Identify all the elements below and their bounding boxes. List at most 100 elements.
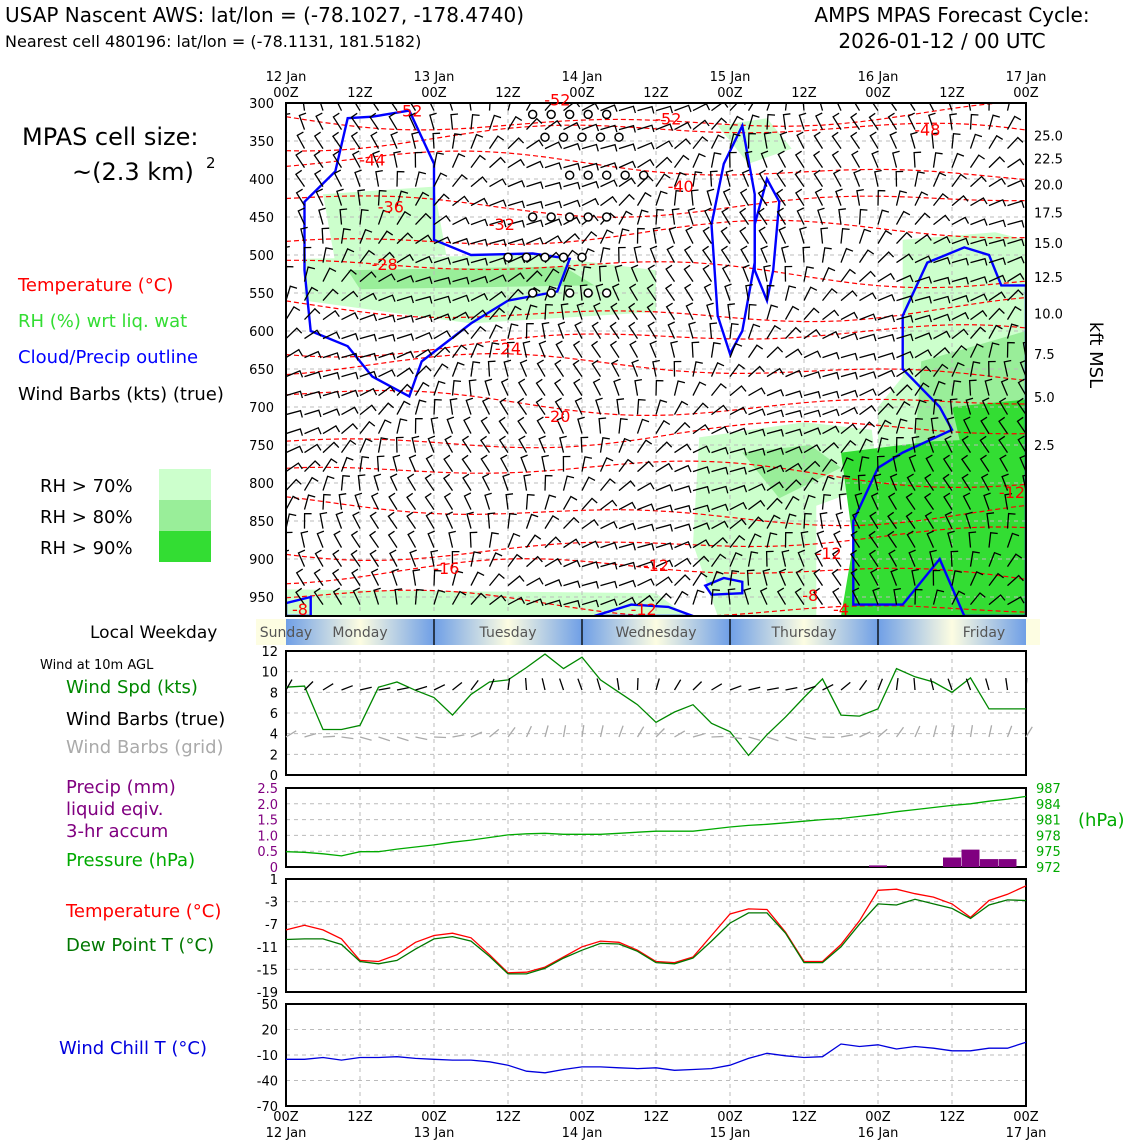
wind-barb	[332, 112, 343, 130]
wind-barb	[286, 166, 287, 168]
calm-wind-circle	[527, 212, 538, 222]
wind-barb	[951, 276, 969, 285]
wind-barb	[877, 386, 895, 397]
wind-barb	[396, 383, 413, 397]
wind-barb	[859, 352, 877, 361]
wind-barb	[499, 397, 509, 415]
wind-barb	[838, 493, 847, 510]
wind-barb	[522, 340, 531, 358]
surface-wind-barb-grid	[951, 725, 955, 738]
wind-barb	[781, 549, 790, 567]
wind-barb	[563, 516, 580, 530]
wind-barb	[304, 390, 322, 399]
wind-barb	[448, 530, 456, 548]
wind-barb	[896, 295, 914, 303]
temperature-contour-label: -12	[643, 556, 669, 575]
surface-wind-barb-true	[558, 678, 565, 691]
wind-barb	[286, 603, 287, 605]
wind-barb	[359, 352, 377, 361]
wind-barb	[410, 103, 417, 111]
wind-barb	[590, 340, 602, 358]
wind-barb	[944, 435, 953, 453]
wind-barb	[896, 274, 914, 283]
wind-barb	[970, 238, 988, 247]
wind-barb	[859, 421, 876, 435]
wind-barb	[729, 447, 747, 456]
wind-barb	[378, 251, 395, 264]
calm-wind-circle	[540, 252, 550, 263]
wind-barb	[517, 416, 528, 434]
wind-barb	[304, 371, 322, 379]
wind-barb	[674, 121, 692, 131]
wind-barb	[433, 398, 442, 415]
wind-barb	[766, 389, 785, 397]
temperature-contour-label: -8	[802, 586, 818, 605]
wind-barb	[387, 511, 398, 529]
wind-barb	[303, 494, 316, 510]
wind-barb	[833, 530, 842, 548]
kft-axis-label: kft MSL	[1085, 322, 1106, 388]
surface-wind-barb-true	[616, 678, 620, 691]
wind-barb	[452, 311, 470, 321]
bottom-date-label: 17 Jan	[1006, 1126, 1047, 1140]
wind-barb	[618, 579, 637, 588]
wind-barb	[821, 493, 832, 510]
wind-barb	[798, 112, 807, 130]
wind-barb	[908, 454, 917, 472]
wind-barb	[766, 367, 784, 378]
wind-barb	[877, 437, 889, 453]
wind-barb	[766, 464, 785, 473]
calm-wind-circle	[577, 132, 587, 142]
surface-wind-barb-grid	[729, 736, 742, 740]
wind-barb	[341, 352, 359, 361]
wind-barb	[840, 227, 850, 244]
wind-barb	[618, 542, 636, 551]
temperature-contour	[286, 589, 1026, 616]
calm-wind-circle	[546, 212, 556, 222]
wind-barb	[748, 428, 766, 437]
wind-barb	[507, 200, 526, 209]
wind-barb	[831, 131, 842, 149]
wind-barb	[484, 378, 493, 396]
wind-barb	[840, 371, 858, 380]
wind-barb	[630, 264, 639, 282]
surface-wind-barb-grid	[433, 736, 447, 739]
wind-barb	[340, 456, 354, 472]
wind-barb	[304, 307, 321, 321]
wind-barb	[1025, 603, 1026, 605]
wind-barb	[970, 276, 988, 284]
wind-barb	[609, 340, 620, 358]
wind-barb	[526, 270, 543, 283]
wind-barb	[785, 369, 803, 378]
wind-barb	[526, 219, 544, 228]
wind-barb	[338, 493, 347, 510]
wind-barb	[748, 408, 766, 416]
main-panel-frame	[285, 102, 1027, 617]
wind-barb	[655, 379, 664, 396]
wind-barb	[470, 257, 488, 266]
calm-wind-circle	[558, 132, 569, 142]
legend-windchill: Wind Chill T (°C)	[59, 1038, 207, 1059]
wind-barb	[433, 214, 451, 226]
bottom-date-label: 12 Jan	[266, 1126, 307, 1140]
wind-barb	[970, 326, 987, 340]
wind-barb	[554, 359, 565, 377]
wind-barb	[618, 480, 636, 492]
wind-barb	[389, 473, 398, 491]
wind-barb	[572, 359, 583, 377]
wind-barb	[988, 177, 1006, 188]
wind-barb	[396, 350, 415, 359]
wind-barb	[286, 390, 304, 399]
wind-barb	[618, 124, 636, 133]
wind-barb	[970, 257, 988, 266]
calm-wind-circle	[546, 288, 556, 298]
surface-wind-barb-true	[766, 687, 779, 691]
wind-barb	[505, 493, 514, 510]
surface-wind-barb-true	[304, 681, 314, 691]
weekday-day-band	[730, 619, 878, 645]
wind-barb	[858, 249, 875, 263]
wind-barb	[507, 553, 523, 567]
wind-barb	[674, 540, 692, 549]
rh80-region	[347, 266, 595, 290]
pressure-tick-label: 600	[249, 325, 274, 340]
